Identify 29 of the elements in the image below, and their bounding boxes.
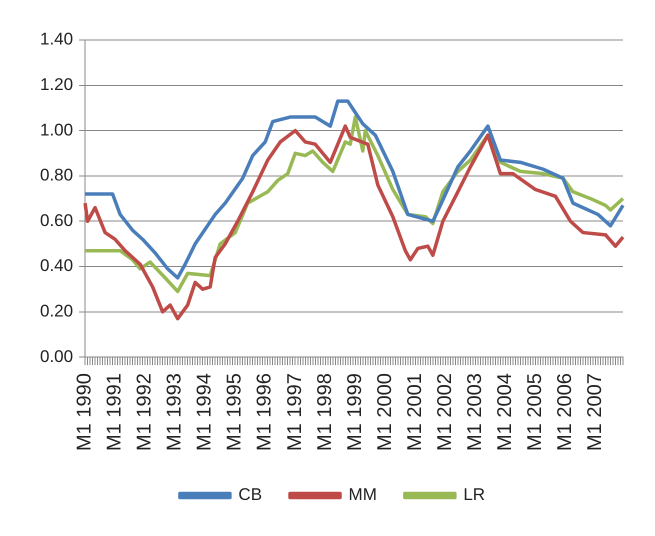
x-tick-label: M1 1997 (284, 373, 306, 452)
x-tick-label: M1 2002 (434, 373, 456, 452)
y-tick-label: 1.00 (40, 120, 74, 140)
y-tick-label: 0.00 (40, 346, 74, 366)
legend-label: MM (348, 485, 377, 504)
y-tick-label: 0.40 (40, 256, 74, 276)
x-tick-label: M1 1999 (344, 373, 366, 452)
y-tick-label: 0.20 (40, 302, 74, 321)
x-tick-label: M1 1992 (134, 373, 156, 452)
x-tick-label: M1 1998 (314, 373, 336, 452)
x-tick-label: M1 1996 (254, 373, 276, 452)
x-tick-label: M1 1995 (224, 373, 246, 452)
legend-label: LR (463, 485, 486, 504)
x-tick-label: M1 2003 (464, 373, 486, 452)
y-tick-label: 0.80 (40, 166, 74, 185)
legend-label: CB (238, 485, 262, 504)
y-tick-label: 0.60 (40, 210, 74, 230)
y-tick-label: 1.20 (40, 74, 74, 94)
x-tick-label: M1 2001 (404, 373, 426, 452)
x-tick-label: M1 2000 (374, 373, 396, 452)
x-tick-label: M1 2005 (524, 373, 546, 452)
x-tick-label: M1 2004 (494, 373, 516, 452)
x-tick-label: M1 1990 (74, 373, 96, 452)
y-tick-label: 1.40 (40, 30, 74, 49)
x-tick-label: M1 1994 (194, 373, 216, 452)
x-tick-label: M1 1993 (164, 373, 186, 452)
x-tick-label: M1 2007 (584, 373, 606, 452)
x-tick-label: M1 1991 (104, 373, 126, 452)
x-tick-label: M1 2006 (554, 373, 576, 452)
